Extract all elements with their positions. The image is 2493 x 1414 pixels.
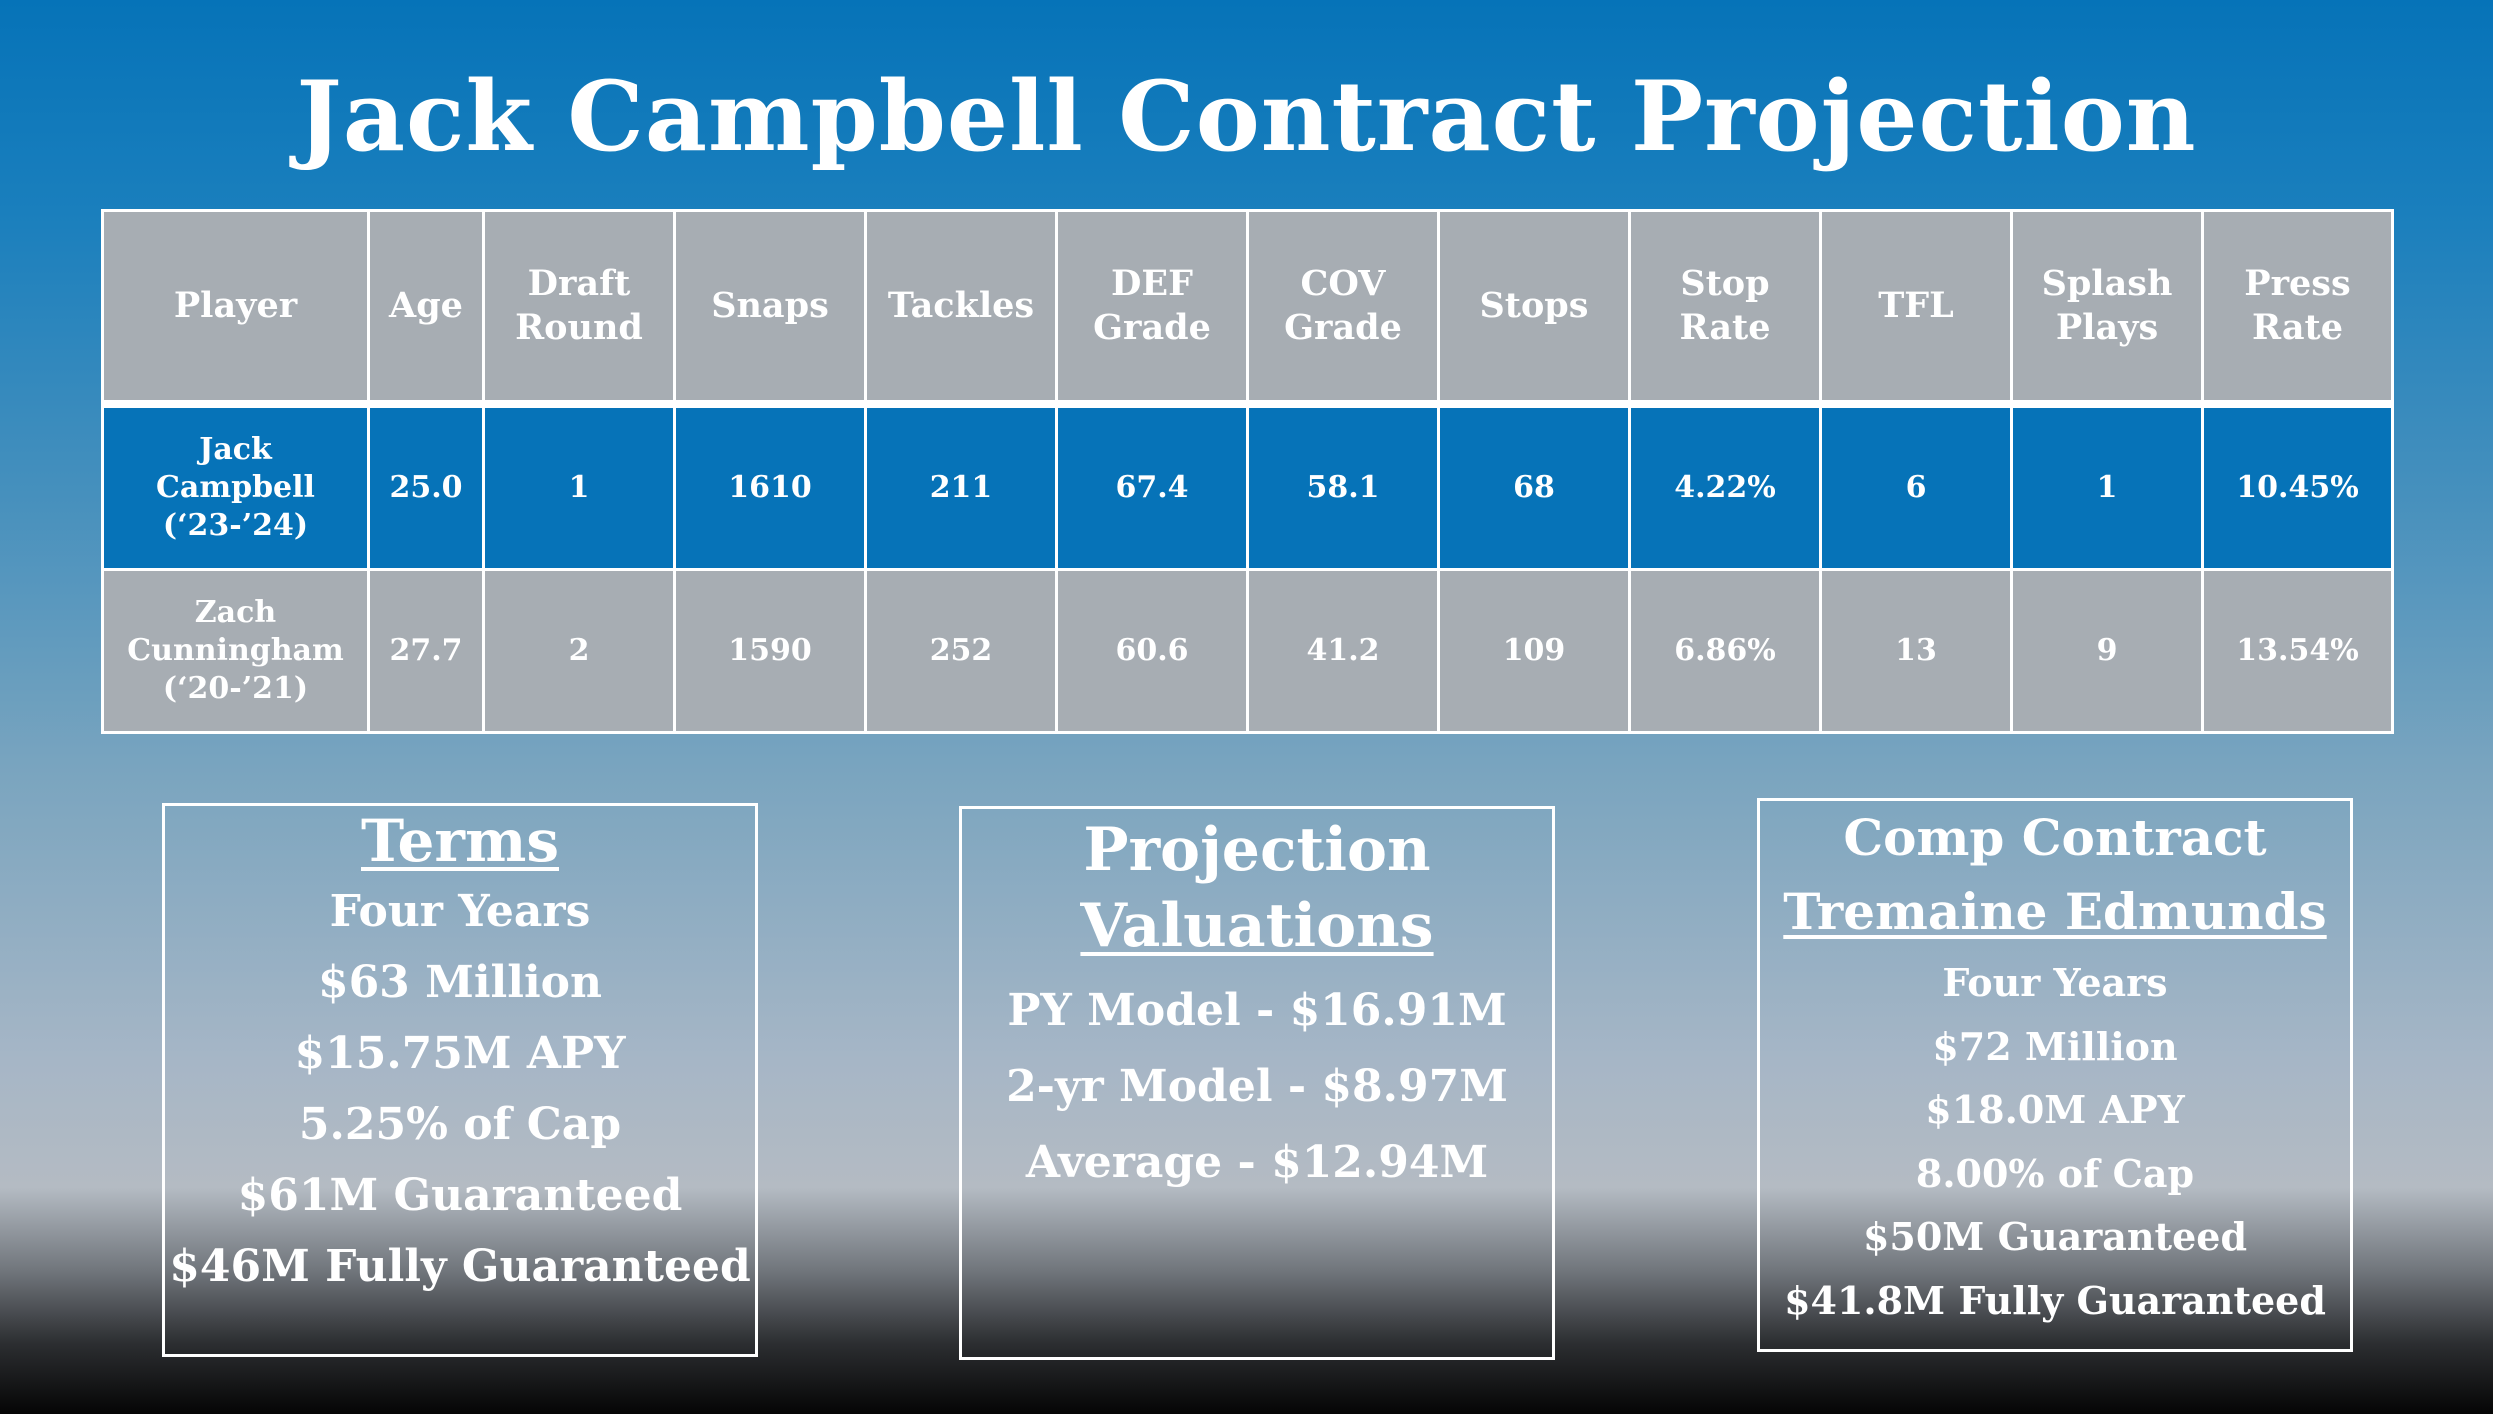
terms-guaranteed: $61M Guaranteed [237, 1170, 683, 1221]
comp-heading: Comp Contract [1843, 808, 2267, 867]
comp-player-name: Tremaine Edmunds [1783, 882, 2327, 941]
table-row-zach-cunningham: Zach Cunningham (‘20-’21) 27.7 2 1590 25… [101, 568, 2394, 734]
cell-press-rate: 10.45% [2201, 402, 2394, 571]
column-header-def-grade: DEF Grade [1055, 209, 1249, 408]
comparison-table: Player Age Draft Round Snaps Tackles DEF… [101, 209, 2394, 734]
comp-cap-percent: 8.00% of Cap [1915, 1150, 2195, 1196]
terms-heading: Terms [361, 807, 559, 875]
terms-panel: Terms Four Years $63 Million $15.75M APY… [162, 803, 758, 1357]
projection-heading-line1: Projection [1083, 815, 1431, 885]
column-header-tfl: TFL [1819, 209, 2013, 408]
cell-draft-round: 2 [482, 568, 676, 734]
player-name-last: Cunningham [127, 633, 344, 668]
column-header-tackles: Tackles [864, 209, 1058, 408]
terms-fully-guaranteed: $46M Fully Guaranteed [169, 1241, 751, 1292]
cell-player: Zach Cunningham (‘20-’21) [101, 568, 370, 734]
comp-fully-guaranteed: $41.8M Fully Guaranteed [1784, 1277, 2326, 1323]
column-header-press-rate: Press Rate [2201, 209, 2394, 408]
cell-def-grade: 60.6 [1055, 568, 1249, 734]
player-seasons: (‘20-’21) [162, 671, 309, 706]
cell-splash-plays: 1 [2010, 402, 2204, 571]
projection-average: Average - $12.94M [1025, 1137, 1489, 1188]
projection-py-model: PY Model - $16.91M [1007, 985, 1507, 1036]
player-name-first: Zach [194, 595, 277, 630]
table-header-row: Player Age Draft Round Snaps Tackles DEF… [101, 209, 2394, 408]
cell-tackles: 252 [864, 568, 1058, 734]
cell-def-grade: 67.4 [1055, 402, 1249, 571]
terms-years: Four Years [329, 886, 591, 937]
page-title: Jack Campbell Contract Projection [296, 60, 2197, 173]
cell-draft-round: 1 [482, 402, 676, 571]
cell-snaps: 1590 [673, 568, 867, 734]
cell-age: 27.7 [367, 568, 485, 734]
column-header-snaps: Snaps [673, 209, 867, 408]
comp-total: $72 Million [1932, 1023, 2178, 1069]
column-header-stop-rate: Stop Rate [1628, 209, 1822, 408]
cell-cov-grade: 58.1 [1246, 402, 1440, 571]
cell-snaps: 1610 [673, 402, 867, 571]
cell-cov-grade: 41.2 [1246, 568, 1440, 734]
cell-tfl: 13 [1819, 568, 2013, 734]
player-seasons: (‘23-’24) [162, 508, 309, 543]
cell-player: Jack Campbell (‘23-’24) [101, 402, 370, 571]
cell-splash-plays: 9 [2010, 568, 2204, 734]
column-header-splash-plays: Splash Plays [2010, 209, 2204, 408]
comp-guaranteed: $50M Guaranteed [1862, 1214, 2248, 1259]
cell-press-rate: 13.54% [2201, 568, 2394, 734]
cell-stop-rate: 6.86% [1628, 568, 1822, 734]
player-name-last: Campbell [156, 470, 315, 505]
terms-apy: $15.75M APY [294, 1028, 626, 1079]
column-header-draft-round: Draft Round [482, 209, 676, 408]
cell-tfl: 6 [1819, 402, 2013, 571]
cell-age: 25.0 [367, 402, 485, 571]
cell-tackles: 211 [864, 402, 1058, 571]
player-name-first: Jack [199, 432, 272, 467]
cell-stops: 68 [1437, 402, 1631, 571]
comp-apy: $18.0M APY [1925, 1087, 2185, 1132]
projection-heading-line2: Valuations [1080, 891, 1434, 961]
column-header-stops: Stops [1437, 209, 1631, 408]
comp-contract-panel: Comp Contract Tremaine Edmunds Four Year… [1757, 798, 2353, 1352]
column-header-age: Age [367, 209, 485, 408]
column-header-cov-grade: COV Grade [1246, 209, 1440, 408]
comp-years: Four Years [1942, 960, 2168, 1005]
projection-2yr-model: 2-yr Model - $8.97M [1006, 1061, 1508, 1112]
terms-cap-percent: 5.25% of Cap [298, 1099, 622, 1150]
column-header-player: Player [101, 209, 370, 408]
projection-panel: Projection Valuations PY Model - $16.91M… [959, 806, 1555, 1360]
cell-stop-rate: 4.22% [1628, 402, 1822, 571]
terms-total: $63 Million [317, 957, 603, 1008]
table-row-jack-campbell: Jack Campbell (‘23-’24) 25.0 1 1610 211 … [101, 402, 2394, 571]
cell-stops: 109 [1437, 568, 1631, 734]
